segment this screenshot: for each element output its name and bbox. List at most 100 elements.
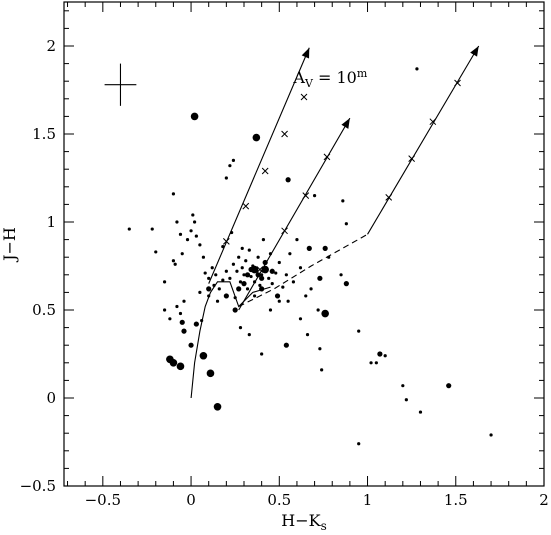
data-point-small <box>383 354 387 358</box>
data-point-medium <box>181 328 187 334</box>
data-point-medium <box>244 272 251 278</box>
vector-tick-mark <box>222 238 230 245</box>
data-point-small <box>274 271 278 275</box>
data-point-small <box>267 276 271 280</box>
data-point-small <box>316 308 320 312</box>
data-point-small <box>240 246 244 250</box>
x-tick-label: 1.5 <box>444 491 468 509</box>
data-point-medium <box>223 293 229 299</box>
y-axis-label: J−H <box>0 227 19 263</box>
data-point-small <box>233 296 237 300</box>
reddening-vectors <box>208 45 480 311</box>
data-point-small <box>178 232 183 236</box>
data-point-small <box>318 347 322 351</box>
data-point-small <box>182 299 186 303</box>
arrow-head <box>301 47 310 59</box>
data-point-small <box>327 255 331 259</box>
data-point-small <box>238 280 243 284</box>
data-point-small <box>228 164 232 168</box>
data-point-medium <box>236 286 242 292</box>
data-point-medium <box>274 293 281 299</box>
data-point-small <box>210 266 214 270</box>
data-point-small <box>192 220 197 224</box>
data-point-small <box>357 442 361 446</box>
data-point-medium <box>232 307 238 313</box>
data-point-small <box>291 280 296 284</box>
data-point-medium <box>377 351 383 357</box>
data-point-small <box>284 273 288 277</box>
data-point-medium <box>446 383 452 389</box>
data-point-medium <box>317 275 323 281</box>
data-point-small <box>240 266 244 270</box>
data-point-medium <box>259 286 265 292</box>
data-point-small <box>162 308 167 312</box>
data-point-small <box>200 318 204 323</box>
data-point-small <box>173 262 177 266</box>
data-point-medium <box>283 342 289 348</box>
data-point-small <box>247 248 251 252</box>
data-point-small <box>339 273 343 277</box>
y-tick-label: −0.5 <box>20 477 56 495</box>
x-tick-label: 1 <box>363 491 373 509</box>
reddening-vector-line <box>208 47 310 284</box>
vector-tick-mark <box>429 118 437 126</box>
data-point-small <box>175 220 179 224</box>
data-point-medium <box>193 321 199 327</box>
data-point-small <box>261 238 266 242</box>
data-point-small <box>191 213 195 217</box>
data-point-small <box>198 243 202 247</box>
data-point-small <box>212 283 216 287</box>
extinction-annotation: AV = 10m <box>292 67 367 90</box>
data-point-medium <box>285 177 291 183</box>
data-point-large <box>169 359 178 367</box>
y-tick-label: 1.5 <box>32 125 56 143</box>
locus-curves <box>190 233 368 399</box>
data-point-medium <box>306 245 312 251</box>
data-point-small <box>231 262 236 266</box>
data-point-small <box>258 283 262 287</box>
data-point-small <box>154 250 158 254</box>
data-point-small <box>207 276 211 280</box>
main-sequence-curve <box>190 281 271 399</box>
data-point-medium <box>269 268 275 274</box>
data-point-small <box>215 299 220 303</box>
data-point-medium <box>179 319 185 325</box>
data-point-small <box>305 333 310 337</box>
plot-frame <box>63 1 545 487</box>
data-point-small <box>221 245 225 249</box>
data-point-small <box>127 227 131 231</box>
data-point-medium <box>343 281 349 287</box>
data-point-large <box>321 309 329 318</box>
data-point-large <box>261 265 269 274</box>
data-point-medium <box>188 342 194 348</box>
x-tick-label: 0.5 <box>267 491 291 509</box>
y-tick-label: 1 <box>46 213 56 231</box>
y-tick-label: 0.5 <box>32 301 56 319</box>
data-point-medium <box>262 259 268 266</box>
data-point-large <box>176 362 185 371</box>
vector-tick-mark <box>454 79 461 87</box>
vector-tick-mark <box>261 167 269 175</box>
data-point-small <box>286 299 290 303</box>
data-point-small <box>185 238 190 242</box>
data-point-small <box>357 329 361 333</box>
data-point-small <box>150 227 154 231</box>
data-point-small <box>268 308 273 312</box>
data-point-small <box>242 273 246 277</box>
x-axis-label: H−Ks <box>281 511 326 533</box>
data-point-large <box>190 112 199 121</box>
vector-tick-mark <box>385 194 393 201</box>
data-point-small <box>374 361 378 365</box>
data-point-small <box>489 433 493 437</box>
data-point-small <box>320 368 324 372</box>
data-point-small <box>277 299 281 303</box>
data-point-small <box>295 238 299 242</box>
data-point-small <box>228 276 232 280</box>
data-point-small <box>260 352 264 356</box>
data-point-small <box>175 304 179 309</box>
data-point-small <box>238 326 243 330</box>
data-point-small <box>270 282 274 286</box>
data-point-small <box>245 287 250 291</box>
vector-tick-mark <box>242 202 250 210</box>
